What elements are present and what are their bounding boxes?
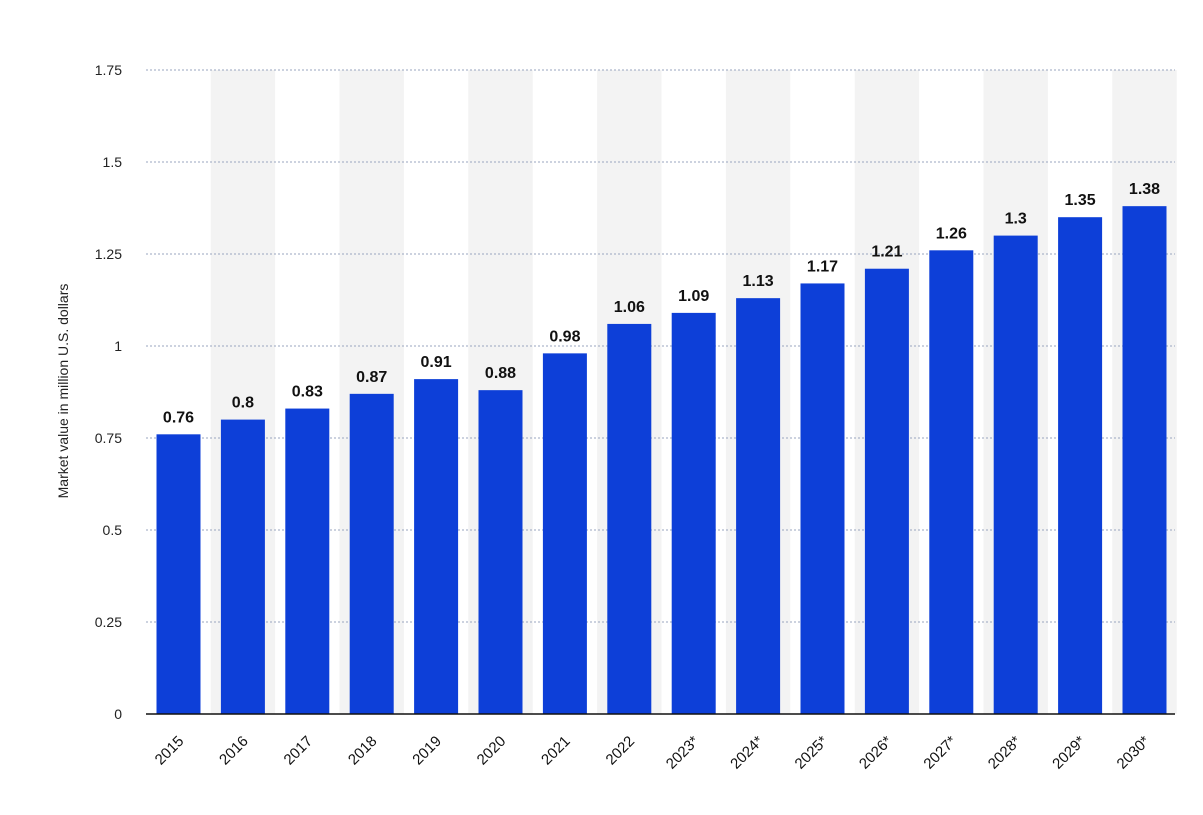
y-tick-label: 1 [114, 338, 122, 354]
data-label: 1.13 [743, 273, 774, 290]
y-axis-ticks: 0 0.25 0.5 0.75 1 1.25 1.5 1.75 [95, 62, 122, 722]
bar [478, 390, 523, 714]
data-labels: 0.76 0.8 0.83 0.87 0.91 0.88 0.98 1.06 1.09 1.13 1… [163, 181, 1160, 426]
y-tick-label: 1.75 [95, 62, 122, 78]
y-tick-label: 0.25 [95, 614, 122, 630]
data-label: 0.87 [356, 369, 387, 386]
data-label: 0.98 [549, 328, 580, 345]
x-tick-label: 2027* [920, 733, 960, 773]
y-tick-label: 0 [114, 706, 122, 722]
y-tick-label: 1.5 [103, 154, 123, 170]
data-label: 0.91 [421, 354, 452, 371]
bar [156, 434, 201, 714]
bar [864, 268, 909, 714]
data-label: 0.8 [232, 395, 254, 412]
bar [1122, 206, 1167, 714]
bar [414, 379, 459, 714]
bar [349, 393, 394, 714]
bar [607, 323, 652, 714]
x-tick-label: 2016 [216, 733, 252, 769]
x-tick-label: 2026* [856, 733, 896, 773]
bar [800, 283, 845, 714]
data-label: 1.06 [614, 299, 645, 316]
data-label: 0.83 [292, 384, 323, 401]
x-tick-label: 2028* [985, 733, 1025, 773]
data-label: 1.38 [1129, 181, 1160, 198]
bar [736, 298, 781, 714]
y-tick-label: 0.5 [103, 522, 123, 538]
y-tick-label: 1.25 [95, 246, 122, 262]
bar [220, 419, 265, 714]
x-tick-label: 2021 [538, 733, 574, 769]
data-label: 1.3 [1005, 211, 1027, 228]
data-label: 1.21 [871, 244, 902, 261]
x-tick-label: 2025* [792, 733, 832, 773]
bar [993, 235, 1038, 714]
bar [542, 353, 587, 714]
x-tick-label: 2020 [474, 733, 510, 769]
x-tick-label: 2017 [281, 733, 317, 769]
x-tick-label: 2029* [1049, 733, 1089, 773]
bar [671, 312, 716, 714]
bar [285, 408, 330, 714]
data-label: 1.35 [1065, 192, 1096, 209]
bar [1058, 217, 1103, 714]
y-axis-title: Market value in million U.S. dollars [55, 284, 71, 499]
x-axis-ticks: 2015 2016 2017 2018 2019 2020 2021 2022 2023* 202… [152, 733, 1154, 773]
bars [156, 206, 1167, 714]
x-tick-label: 2024* [727, 733, 767, 773]
data-label: 1.26 [936, 225, 967, 242]
x-tick-label: 2023* [663, 733, 703, 773]
x-tick-label: 2015 [152, 733, 188, 769]
x-tick-label: 2019 [409, 733, 445, 769]
data-label: 0.76 [163, 409, 194, 426]
data-label: 1.17 [807, 258, 838, 275]
x-tick-label: 2018 [345, 733, 381, 769]
data-label: 0.88 [485, 365, 516, 382]
bar [929, 250, 974, 714]
y-tick-label: 0.75 [95, 430, 122, 446]
x-tick-label: 2030* [1114, 733, 1154, 773]
x-tick-label: 2022 [603, 733, 639, 769]
data-label: 1.09 [678, 288, 709, 305]
